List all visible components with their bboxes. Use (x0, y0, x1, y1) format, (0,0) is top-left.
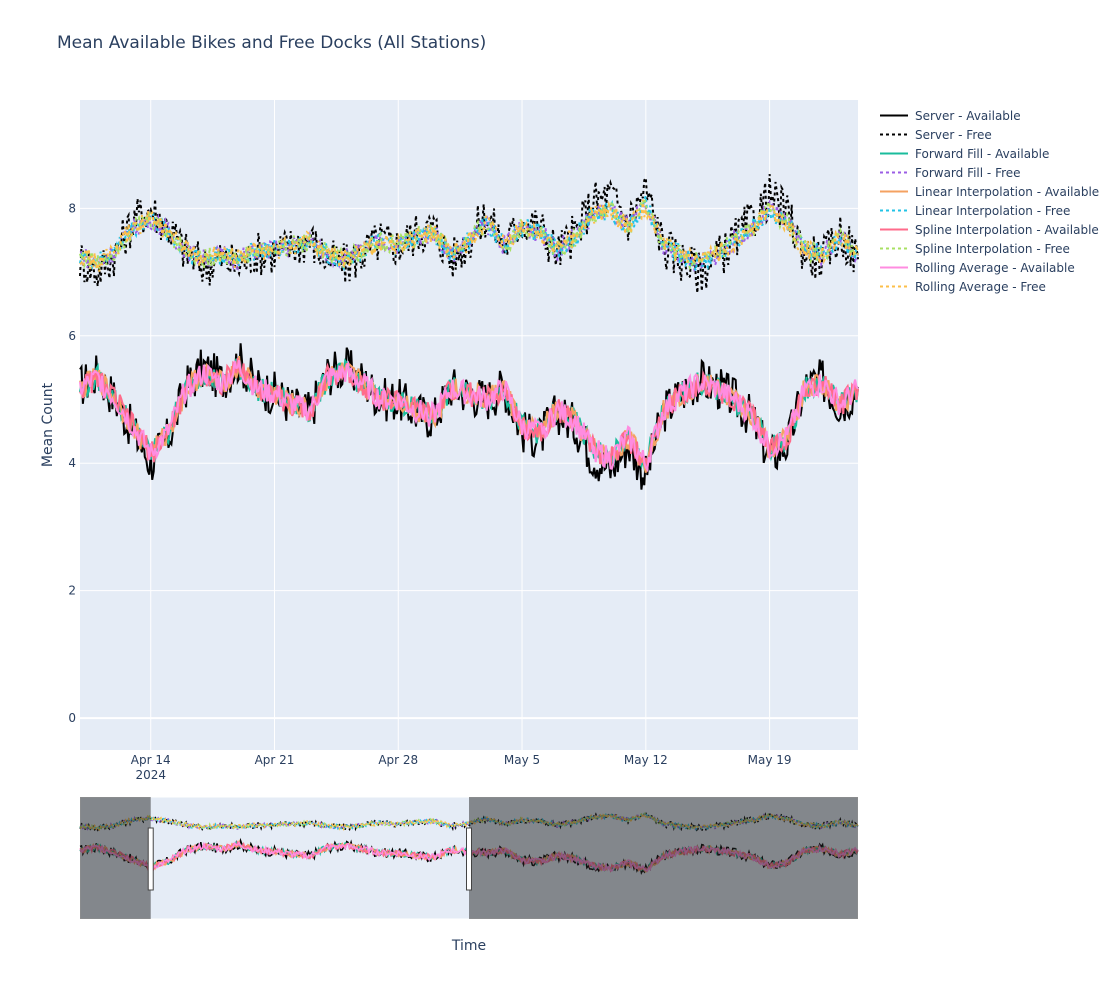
x-tick-year: 2024 (135, 768, 166, 782)
legend-swatch (880, 266, 908, 269)
legend-swatch (880, 247, 908, 250)
legend-label: Spline Interpolation - Available (915, 222, 1099, 237)
y-axis-title: Mean Count (40, 382, 56, 467)
y-tick-label: 0 (68, 711, 76, 725)
legend-swatch (880, 114, 908, 117)
series-line-1 (79, 174, 859, 294)
legend-item[interactable]: Spline Interpolation - Available (878, 220, 1112, 239)
y-tick-label: 8 (68, 201, 76, 215)
x-axis-title: Time (451, 938, 486, 954)
legend-item[interactable]: Server - Free (878, 125, 1112, 144)
series-line-5 (79, 195, 859, 275)
legend: Server - Available Server - Free Forward F… (878, 106, 1112, 296)
legend-label: Server - Available (915, 108, 1021, 123)
series-layer (79, 174, 859, 490)
y-axis: 0 2 4 6 8 (68, 201, 76, 725)
legend-item[interactable]: Rolling Average - Free (878, 277, 1112, 296)
legend-swatch (880, 133, 908, 136)
legend-label: Rolling Average - Free (915, 279, 1046, 294)
y-tick-label: 4 (68, 456, 76, 470)
legend-item[interactable]: Linear Interpolation - Available (878, 182, 1112, 201)
series-line-9 (79, 199, 859, 272)
series-line-7 (79, 194, 859, 270)
legend-swatch (880, 285, 908, 288)
legend-label: Server - Free (915, 127, 992, 142)
legend-label: Forward Fill - Available (915, 146, 1050, 161)
legend-label: Rolling Average - Available (915, 260, 1075, 275)
x-tick-label: Apr 14 (131, 753, 171, 767)
legend-swatch (880, 228, 908, 231)
range-slider-handle-left[interactable] (147, 827, 154, 891)
legend-swatch (880, 190, 908, 193)
x-tick-label: Apr 21 (255, 753, 295, 767)
legend-swatch (880, 171, 908, 174)
range-slider-handle-right[interactable] (466, 827, 472, 891)
y-tick-label: 6 (68, 329, 76, 343)
x-tick-label: Apr 28 (378, 753, 418, 767)
range-slider[interactable] (79, 796, 859, 920)
legend-label: Forward Fill - Free (915, 165, 1021, 180)
legend-label: Linear Interpolation - Available (915, 184, 1100, 199)
range-slider-mask-left (80, 797, 151, 919)
x-tick-label: May 5 (504, 753, 540, 767)
range-slider-mask-right (469, 797, 858, 919)
legend-item[interactable]: Forward Fill - Available (878, 144, 1112, 163)
legend-item[interactable]: Server - Available (878, 106, 1112, 125)
legend-item[interactable]: Linear Interpolation - Free (878, 201, 1112, 220)
x-tick-label: May 12 (624, 753, 668, 767)
legend-item[interactable]: Forward Fill - Free (878, 163, 1112, 182)
legend-item[interactable]: Rolling Average - Available (878, 258, 1112, 277)
legend-label: Spline Interpolation - Free (915, 241, 1070, 256)
series-line-8 (79, 360, 859, 473)
legend-swatch (880, 209, 908, 212)
x-tick-label: May 19 (748, 753, 792, 767)
legend-item[interactable]: Spline Interpolation - Free (878, 239, 1112, 258)
chart-title: Mean Available Bikes and Free Docks (All… (57, 33, 487, 53)
legend-label: Linear Interpolation - Free (915, 203, 1071, 218)
legend-swatch (880, 152, 908, 155)
y-tick-label: 2 (68, 584, 76, 598)
